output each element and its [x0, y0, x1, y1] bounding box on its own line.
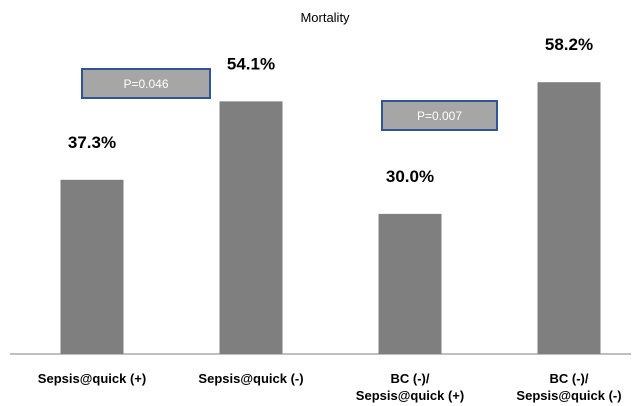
bars-group — [60, 82, 601, 355]
data-labels-group: 37.3% 54.1% 30.0% 58.2% — [68, 35, 593, 186]
x-tick-label-2-1: Sepsis@quick (+) — [356, 388, 464, 403]
p-value-box-0 — [81, 68, 211, 99]
p-value-label-1: P=0.007 — [417, 109, 462, 123]
bar-1 — [219, 101, 283, 354]
x-tick-label-0-0: Sepsis@quick (+) — [38, 371, 146, 386]
p-value-label-0: P=0.046 — [123, 77, 168, 91]
x-tick-label-1-0: Sepsis@quick (-) — [198, 371, 303, 386]
data-label-3: 58.2% — [545, 35, 593, 54]
x-tick-labels-group: Sepsis@quick (+) Sepsis@quick (-) BC (-)/ S… — [38, 371, 622, 403]
bar-0 — [60, 179, 124, 354]
bar-3 — [537, 82, 601, 355]
x-tick-label-2-0: BC (-)/ — [391, 371, 430, 386]
data-label-2: 30.0% — [386, 167, 434, 186]
data-label-0: 37.3% — [68, 133, 116, 152]
p-value-box-1 — [381, 100, 498, 131]
x-tick-label-3-1: Sepsis@quick (-) — [516, 388, 621, 403]
p-value-annotations: P=0.046 P=0.007 — [81, 68, 498, 131]
bar-2 — [378, 213, 442, 354]
data-label-1: 54.1% — [227, 54, 275, 73]
chart-title: Mortality — [300, 10, 350, 25]
x-tick-label-3-0: BC (-)/ — [550, 371, 589, 386]
